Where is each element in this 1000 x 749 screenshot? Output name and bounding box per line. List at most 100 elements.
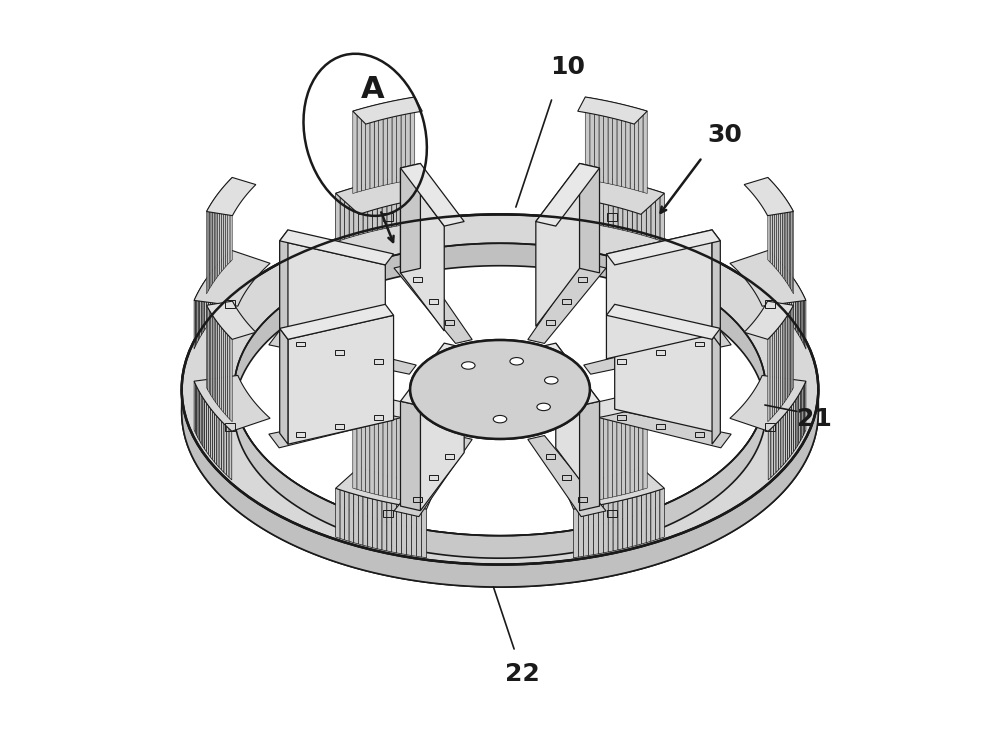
Polygon shape xyxy=(632,497,637,547)
Polygon shape xyxy=(406,418,410,501)
Polygon shape xyxy=(788,408,790,460)
Polygon shape xyxy=(634,107,639,191)
Polygon shape xyxy=(598,504,603,554)
Polygon shape xyxy=(229,250,232,302)
Polygon shape xyxy=(194,297,195,349)
Polygon shape xyxy=(563,467,664,509)
Polygon shape xyxy=(786,315,788,400)
PathPatch shape xyxy=(182,237,818,587)
Polygon shape xyxy=(771,253,774,304)
Polygon shape xyxy=(207,178,256,216)
Polygon shape xyxy=(606,230,712,359)
Polygon shape xyxy=(357,407,361,491)
Polygon shape xyxy=(214,196,216,282)
Polygon shape xyxy=(785,411,788,462)
Ellipse shape xyxy=(510,357,523,365)
Polygon shape xyxy=(584,507,589,557)
Polygon shape xyxy=(221,187,223,272)
Polygon shape xyxy=(280,230,288,346)
Polygon shape xyxy=(643,406,647,489)
Polygon shape xyxy=(604,100,608,184)
Polygon shape xyxy=(206,276,208,327)
Polygon shape xyxy=(528,262,606,344)
Polygon shape xyxy=(770,335,772,419)
Polygon shape xyxy=(212,411,215,462)
Polygon shape xyxy=(805,381,806,433)
Polygon shape xyxy=(643,110,647,193)
Polygon shape xyxy=(642,187,646,236)
Polygon shape xyxy=(358,495,363,545)
Polygon shape xyxy=(224,255,226,306)
Polygon shape xyxy=(626,105,630,189)
Ellipse shape xyxy=(545,377,558,384)
Ellipse shape xyxy=(493,416,507,423)
Polygon shape xyxy=(387,178,392,228)
Polygon shape xyxy=(744,178,793,216)
Polygon shape xyxy=(374,412,379,495)
Polygon shape xyxy=(387,503,392,552)
Polygon shape xyxy=(599,100,604,183)
PathPatch shape xyxy=(182,214,818,565)
Polygon shape xyxy=(637,495,642,545)
Polygon shape xyxy=(392,503,397,553)
Polygon shape xyxy=(363,184,368,234)
Polygon shape xyxy=(194,250,270,306)
Polygon shape xyxy=(608,415,612,498)
Polygon shape xyxy=(223,184,226,269)
Polygon shape xyxy=(585,419,590,502)
Polygon shape xyxy=(368,183,372,232)
Polygon shape xyxy=(363,497,368,547)
Polygon shape xyxy=(768,337,770,422)
Polygon shape xyxy=(349,187,354,237)
Polygon shape xyxy=(354,494,358,544)
Polygon shape xyxy=(401,99,406,182)
Polygon shape xyxy=(791,207,792,291)
Polygon shape xyxy=(802,292,803,344)
Polygon shape xyxy=(792,209,793,294)
Polygon shape xyxy=(397,177,402,226)
Polygon shape xyxy=(781,263,783,314)
Polygon shape xyxy=(207,209,208,294)
Polygon shape xyxy=(608,101,612,184)
Polygon shape xyxy=(774,424,776,475)
Polygon shape xyxy=(774,330,777,415)
Polygon shape xyxy=(220,325,221,410)
Polygon shape xyxy=(394,435,472,517)
Polygon shape xyxy=(651,491,655,542)
Polygon shape xyxy=(407,506,411,556)
Polygon shape xyxy=(349,493,354,543)
Ellipse shape xyxy=(537,403,550,410)
Polygon shape xyxy=(208,308,209,392)
Polygon shape xyxy=(774,184,777,269)
Polygon shape xyxy=(207,301,256,339)
Ellipse shape xyxy=(410,340,590,439)
Polygon shape xyxy=(617,103,621,187)
Polygon shape xyxy=(585,97,590,181)
Polygon shape xyxy=(340,190,345,240)
Polygon shape xyxy=(219,261,221,312)
Polygon shape xyxy=(388,101,392,184)
Polygon shape xyxy=(382,179,387,229)
Polygon shape xyxy=(771,426,774,477)
Polygon shape xyxy=(795,281,797,333)
Polygon shape xyxy=(336,467,437,509)
Polygon shape xyxy=(589,175,593,224)
Polygon shape xyxy=(628,498,632,548)
Polygon shape xyxy=(603,503,608,553)
Polygon shape xyxy=(336,172,437,214)
Polygon shape xyxy=(606,230,720,265)
Polygon shape xyxy=(563,172,664,214)
Polygon shape xyxy=(357,109,361,192)
Polygon shape xyxy=(194,375,270,431)
Polygon shape xyxy=(280,328,288,444)
Polygon shape xyxy=(197,386,198,438)
Polygon shape xyxy=(392,100,396,184)
Polygon shape xyxy=(536,343,600,406)
Polygon shape xyxy=(772,182,774,267)
Polygon shape xyxy=(768,428,771,480)
Polygon shape xyxy=(394,262,472,344)
Polygon shape xyxy=(368,498,372,548)
Polygon shape xyxy=(226,253,229,304)
Polygon shape xyxy=(803,384,805,435)
Polygon shape xyxy=(200,392,201,443)
